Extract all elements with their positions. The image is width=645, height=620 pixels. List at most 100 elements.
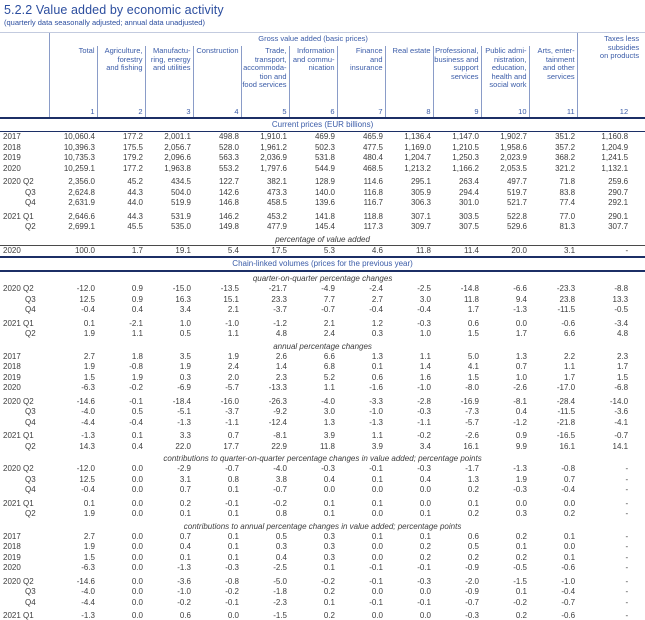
- value-cell: 1.3: [515, 351, 527, 361]
- value-cell: 1.3: [467, 474, 479, 484]
- value-cell: 116.8: [363, 187, 383, 197]
- value-cell: 307.5: [458, 222, 479, 231]
- value-cell: 9.9: [515, 441, 527, 451]
- value-cell: -11.5: [557, 407, 576, 416]
- value-cell: 0.0: [419, 498, 431, 508]
- value-cell: -5.0: [273, 576, 287, 586]
- value-cell: -0.4: [81, 485, 95, 494]
- value-cell: 0.0: [131, 509, 143, 518]
- value-cell: 177.2: [122, 132, 143, 141]
- table-row: 2019 10,735.3 179.2 2,096.6 563.3 2,036.9 531.…: [0, 153, 645, 164]
- value-cell: 1.1: [323, 383, 335, 392]
- table-row: 2017 2.7 0.0 0.7 0.1 0.5 0.3 0.1 0.1 0.6 0.2 0.1 -: [0, 532, 645, 543]
- value-cell: -15.0: [172, 284, 191, 293]
- value-cell: 468.5: [362, 163, 383, 173]
- value-cell: -28.4: [556, 396, 576, 406]
- column-header-information: Information and commu- nication: [288, 46, 337, 105]
- row-label: 2020 Q2: [3, 177, 34, 186]
- value-cell: -5.1: [177, 407, 191, 416]
- value-cell: 0.0: [131, 542, 143, 551]
- value-cell: -0.1: [369, 464, 383, 473]
- value-cell: -: [625, 611, 629, 620]
- value-cell: -0.4: [417, 305, 431, 314]
- value-cell: -0.1: [129, 396, 143, 406]
- value-cell: 0.0: [131, 531, 143, 541]
- value-cell: -1.0: [561, 576, 576, 586]
- section-label: contributions to quarter-on-quarter perc…: [163, 454, 482, 463]
- column-header-construction: Construction: [192, 46, 241, 105]
- value-cell: 1,210.5: [452, 142, 479, 152]
- value-cell: 0.9: [515, 431, 527, 440]
- value-cell: 0.1: [227, 531, 239, 541]
- value-cell: 0.1: [227, 552, 239, 562]
- row-label: Q2: [25, 509, 36, 518]
- value-cell: -1.5: [273, 611, 287, 620]
- value-cell: 519.7: [506, 187, 527, 197]
- value-cell: -2.1: [129, 318, 143, 328]
- value-cell: -17.0: [556, 383, 576, 392]
- table-row: Q4 -0.4 0.4 3.4 2.1 -3.7 -0.7 -0.4 -0.4 1.7 -1.3 -1…: [0, 305, 645, 316]
- row-label: 2020 Q2: [3, 284, 34, 293]
- value-cell: 0.0: [131, 563, 143, 572]
- row-label: 2020: [3, 245, 21, 255]
- value-cell: 2.3: [617, 351, 629, 361]
- value-cell: 2.4: [227, 362, 239, 371]
- value-cell: 0.1: [419, 509, 431, 518]
- value-cell: -: [625, 552, 629, 562]
- value-cell: 145.4: [314, 222, 335, 231]
- value-cell: 0.3: [515, 509, 527, 518]
- value-cell: 0.8: [227, 474, 239, 484]
- value-cell: 2.1: [227, 305, 239, 314]
- value-cell: -1.8: [273, 587, 287, 596]
- column-number: 12: [576, 105, 645, 119]
- value-cell: 480.4: [362, 153, 383, 162]
- value-cell: -0.7: [321, 305, 335, 314]
- value-cell: -2.6: [465, 431, 479, 440]
- value-cell: 504.0: [170, 187, 191, 197]
- value-cell: 553.2: [218, 163, 239, 173]
- value-cell: 1.1: [419, 351, 431, 361]
- value-cell: -5.7: [225, 383, 239, 392]
- value-cell: 521.7: [506, 198, 527, 207]
- value-cell: 1.3: [323, 417, 335, 427]
- value-cell: 0.1: [371, 474, 383, 484]
- value-cell: 0.0: [419, 485, 431, 494]
- header-spacer: [0, 32, 49, 46]
- value-cell: 368.2: [555, 153, 576, 162]
- value-cell: -3.4: [614, 318, 629, 328]
- value-cell: 0.1: [131, 431, 143, 440]
- value-cell: 0.9: [131, 294, 143, 304]
- value-cell: -4.0: [273, 464, 287, 473]
- value-cell: -: [625, 498, 629, 508]
- value-cell: 0.0: [131, 485, 143, 494]
- section-label: Chain-linked volumes (prices for the pre…: [0, 256, 645, 272]
- value-cell: 2.7: [83, 351, 95, 361]
- value-cell: -4.1: [614, 417, 629, 427]
- value-cell: 1.9: [131, 372, 143, 382]
- value-cell: 0.0: [515, 498, 527, 508]
- column-header-finance: Finance and insurance: [336, 46, 385, 105]
- value-cell: 22.9: [271, 441, 287, 451]
- value-cell: -2.8: [417, 396, 431, 406]
- value-cell: 1.2: [371, 318, 383, 328]
- value-cell: -6.3: [81, 563, 95, 572]
- value-cell: -14.8: [460, 284, 479, 293]
- value-cell: 2,646.6: [68, 211, 95, 221]
- value-cell: -0.3: [417, 576, 431, 586]
- value-cell: 10,060.4: [63, 132, 95, 141]
- value-cell: 529.6: [506, 222, 527, 231]
- value-cell: 290.1: [608, 211, 629, 221]
- value-cell: -0.7: [225, 464, 239, 473]
- value-cell: 128.9: [314, 177, 335, 186]
- table-row: 2020 10,259.1 177.2 1,963.8 553.2 1,797.6 544.…: [0, 164, 645, 175]
- value-cell: 0.2: [515, 552, 527, 562]
- value-cell: -0.7: [273, 485, 287, 494]
- value-cell: 1.9: [179, 362, 191, 371]
- value-cell: 146.2: [218, 211, 239, 221]
- value-cell: -0.2: [513, 597, 527, 607]
- value-cell: 0.4: [419, 474, 431, 484]
- value-cell: 1,166.2: [452, 163, 479, 173]
- value-cell: 1,958.6: [500, 142, 527, 152]
- value-cell: -1.3: [177, 563, 191, 572]
